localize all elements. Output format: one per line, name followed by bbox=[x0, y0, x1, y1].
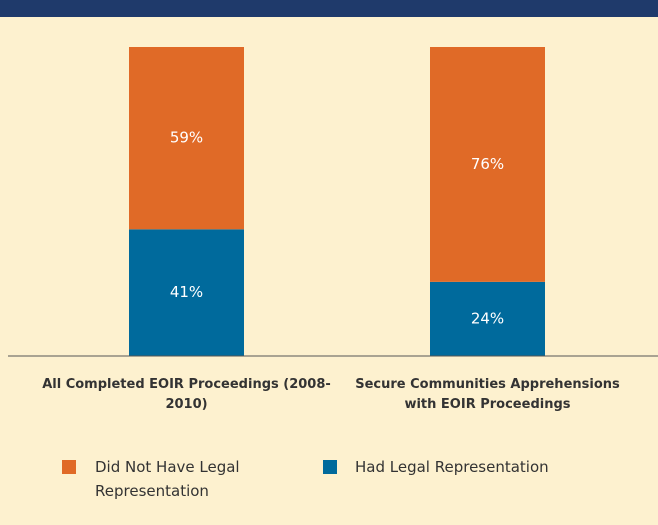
bar-segment bbox=[129, 229, 244, 356]
value-label: 41% bbox=[170, 283, 203, 301]
category-label: Secure Communities Apprehensions with EO… bbox=[355, 377, 620, 412]
value-label: 59% bbox=[170, 129, 203, 147]
value-label: 76% bbox=[471, 155, 504, 173]
category-label: All Completed EOIR Proceedings (2008-201… bbox=[42, 377, 331, 412]
legend-swatch bbox=[323, 460, 337, 474]
header-band bbox=[0, 0, 658, 17]
bar-segment bbox=[129, 47, 244, 230]
bar-segment bbox=[430, 47, 545, 282]
legend-label: Did Not Have Legal Representation bbox=[95, 458, 240, 500]
bar-segment bbox=[430, 281, 545, 356]
legend-label: Had Legal Representation bbox=[355, 458, 549, 476]
value-label: 24% bbox=[471, 309, 504, 327]
legend-swatch bbox=[62, 460, 76, 474]
